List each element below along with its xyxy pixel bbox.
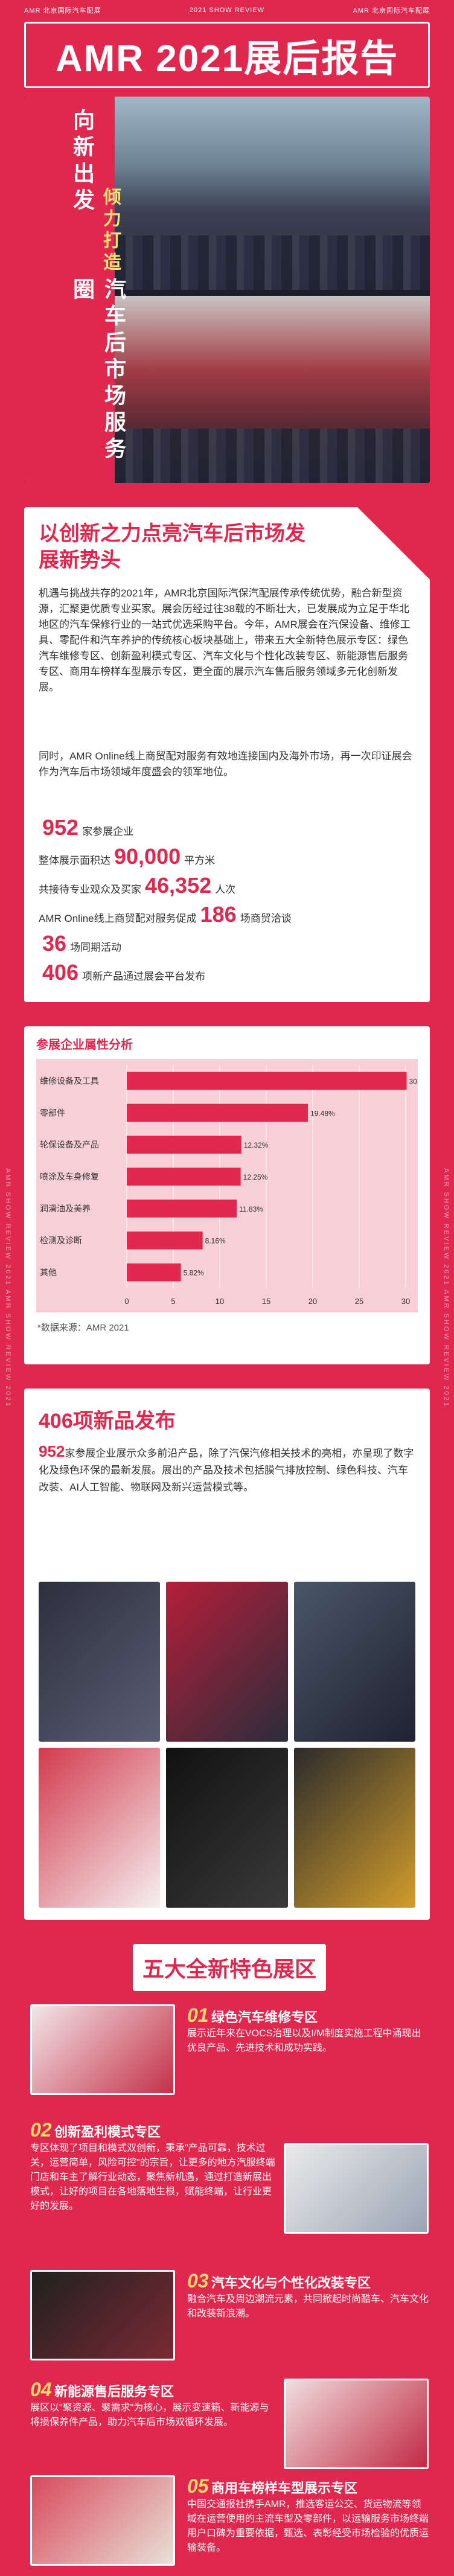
zone-description: 展示近年来在VOCS治理以及I/M制度实施工程中涌现出优良产品、先进技术和成功实… <box>187 2028 421 2053</box>
new-products-card: 406项新品发布 952家参展企业展示众多前沿产品，除了汽保汽修相关技术的亮相，… <box>24 1389 430 1920</box>
x-tick-label: 30 <box>401 1297 410 1306</box>
bar <box>127 1168 241 1186</box>
chart-source-note: *数据来源：AMR 2021 <box>37 1323 129 1333</box>
top-banner-mid: 2021 SHOW REVIEW <box>189 7 265 14</box>
category-label: 检测及诊断 <box>40 1236 82 1245</box>
chart-card: 参展企业属性分析 0 5 10 15 20 25 30 维修设备及工具 30.1% 零部件 19.4… <box>24 1026 430 1364</box>
zone-title: 汽车文化与个性化改装专区 <box>211 2275 371 2290</box>
zone-number: 04 <box>30 2379 52 2400</box>
stat-row: 整体展示面积达 90,000 平方米 <box>39 844 216 869</box>
category-label: 轮保设备及产品 <box>40 1140 99 1149</box>
zone-photo <box>30 2004 175 2095</box>
stat-row: AMR Online线上商贸配对服务促成 186 场商贸洽谈 <box>39 902 292 927</box>
new-products-title: 406项新品发布 <box>39 1410 176 1433</box>
product-photo <box>39 1582 161 1742</box>
hero-slogan: 向新出发 倾力打造 汽车后市场服务圈 <box>24 97 126 483</box>
x-tick-label: 5 <box>171 1297 175 1306</box>
zone-photo <box>30 2475 175 2566</box>
bar-value-label: 8.16% <box>205 1237 226 1245</box>
product-photo <box>39 1748 161 1908</box>
intro-paragraph-2: 同时，AMR Online线上商贸配对服务有效地连接国内及海外市场，再一次印证展… <box>39 750 412 778</box>
category-label: 喷涂及车身修复 <box>40 1172 99 1181</box>
zone-title: 绿色汽车维修专区 <box>211 2010 318 2025</box>
zone-number: 03 <box>187 2270 209 2292</box>
new-products-paragraph: 952家参展企业展示众多前沿产品，除了汽保汽修相关技术的亮相，亦呈现了数字化及绿… <box>39 1442 414 1493</box>
category-label: 维修设备及工具 <box>40 1076 99 1085</box>
zone-description: 展区以"聚资源、聚需求"为核心，展示变速箱、新能源与将损保养件产品，助力汽车后市… <box>30 2403 269 2427</box>
bar-value-label: 12.32% <box>244 1141 269 1149</box>
zone-title: 创新盈利模式专区 <box>54 2124 161 2140</box>
product-photo-grid <box>39 1582 415 1908</box>
bar-value-label: 12.25% <box>243 1173 268 1181</box>
top-banner-right: AMR 北京国际汽车配展 <box>353 7 430 14</box>
bar-value-label: 19.48% <box>310 1109 335 1117</box>
stat-row: 共接待专业观众及买家 46,352 人次 <box>39 873 236 898</box>
x-tick-label: 10 <box>216 1297 224 1306</box>
product-photo <box>293 1748 415 1908</box>
x-tick-label: 0 <box>124 1297 129 1306</box>
zone-number: 02 <box>30 2119 52 2141</box>
zone-number: 01 <box>187 2004 209 2026</box>
zone-item-02: 02 创新盈利模式专区 专区体现了项目和模式双创新，秉承"产品可靠，技术过关，运… <box>24 2119 430 2252</box>
zone-number: 05 <box>187 2475 209 2497</box>
stat-row: 952 家参展企业 <box>42 815 134 840</box>
bar-value-label: 5.82% <box>184 1269 204 1277</box>
intro-paragraph-1: 机遇与挑战共存的2021年，AMR北京国际汽保汽配展传承传统优势，融合新型资源，… <box>39 587 411 693</box>
page-title: AMR 2021展后报告 <box>24 22 430 88</box>
bar <box>127 1136 241 1154</box>
zone-description: 融合汽车及周边潮流元素，共同掀起时尚酷车、汽车文化和改装新浪潮。 <box>187 2294 429 2319</box>
zone-item-04: 04 新能源售后服务专区 展区以"聚资源、聚需求"为核心，展示变速箱、新能源与将… <box>24 2379 430 2469</box>
stats-list: 952 家参展企业 整体展示面积达 90,000 平方米 共接待专业观众及买家 46,3… <box>39 815 415 989</box>
stat-row: 406 项新产品通过展会平台发布 <box>42 960 206 985</box>
zone-item-01: 01 绿色汽车维修专区 展示近年来在VOCS治理以及I/M制度实施工程中涌现出优… <box>24 2004 430 2101</box>
bar <box>127 1231 203 1250</box>
hero-section: 向新出发 倾力打造 汽车后市场服务圈 <box>24 97 430 483</box>
top-banner: AMR 北京国际汽车配展 2021 SHOW REVIEW AMR 北京国际汽车… <box>24 4 430 17</box>
page-title-text: AMR 2021展后报告 <box>55 38 399 80</box>
zone-description: 专区体现了项目和模式双创新，秉承"产品可靠，技术过关，运营简单，风险可控"的宗旨… <box>30 2143 275 2211</box>
corner-decoration <box>357 507 430 580</box>
zone-item-05: 05 商用车榜样车型展示专区 中国交通报社携手AMR，推选客运公交、货运物流等领… <box>24 2475 430 2566</box>
zone-description: 中国交通报社携手AMR，推选客运公交、货运物流等领域在运营使用的主流车型及零部件… <box>187 2499 429 2553</box>
stat-row: 36 场同期活动 <box>42 931 122 956</box>
chart-title: 参展企业属性分析 <box>36 1038 133 1052</box>
zone-title: 商用车榜样车型展示专区 <box>211 2481 358 2496</box>
bar-chart: 0 5 10 15 20 25 30 维修设备及工具 30.1% 零部件 19.48% 轮保设备及产品… <box>36 1059 418 1312</box>
product-photo <box>293 1582 415 1742</box>
bar <box>127 1072 407 1090</box>
slogan-line-2: 倾力打造 <box>100 187 120 274</box>
hero-photo-visitors <box>115 296 430 483</box>
slogan-line-1: 向新出发 <box>70 109 95 215</box>
bar <box>127 1104 308 1122</box>
intro-title: 以创新之力点亮汽车后市场发展新势头 <box>39 522 305 572</box>
zones-banner: 五大全新特色展区 <box>133 1944 326 1991</box>
bar <box>127 1263 181 1282</box>
bar-value-label: 11.83% <box>239 1205 263 1213</box>
zones-section: 五大全新特色展区 01 绿色汽车维修专区 展示近年来在VOCS治理以及I/M制度… <box>24 1944 430 2566</box>
intro-card: 以创新之力点亮汽车后市场发展新势头 机遇与挑战共存的2021年，AMR北京国际汽… <box>24 507 430 1002</box>
category-label: 其他 <box>40 1268 57 1277</box>
zone-photo <box>30 2270 175 2360</box>
hero-photo-crowd <box>115 97 430 290</box>
side-decoration-left: AMR SHOW REVIEW 2021 AMR SHOW REVIEW 202… <box>4 1168 11 1408</box>
side-decoration-right: AMR SHOW REVIEW 2021 AMR SHOW REVIEW 202… <box>443 1168 450 1408</box>
zone-item-03: 03 汽车文化与个性化改装专区 融合汽车及周边潮流元素，共同掀起时尚酷车、汽车文… <box>24 2270 430 2360</box>
category-label: 零部件 <box>40 1108 65 1117</box>
zone-photo <box>284 2379 429 2469</box>
product-photo <box>166 1748 288 1908</box>
zone-title: 新能源售后服务专区 <box>54 2384 174 2399</box>
top-banner-left: AMR 北京国际汽车配展 <box>24 7 101 14</box>
product-photo <box>166 1582 288 1742</box>
x-tick-label: 20 <box>309 1297 317 1306</box>
zone-photo <box>284 2143 429 2234</box>
bar-value-label: 30.1% <box>409 1077 418 1085</box>
category-label: 润滑油及美养 <box>40 1204 91 1213</box>
slogan-line-3: 汽车后市场服务圈 <box>70 278 126 464</box>
x-tick-label: 25 <box>355 1297 363 1306</box>
bar <box>127 1200 237 1218</box>
x-tick-label: 15 <box>262 1297 270 1306</box>
